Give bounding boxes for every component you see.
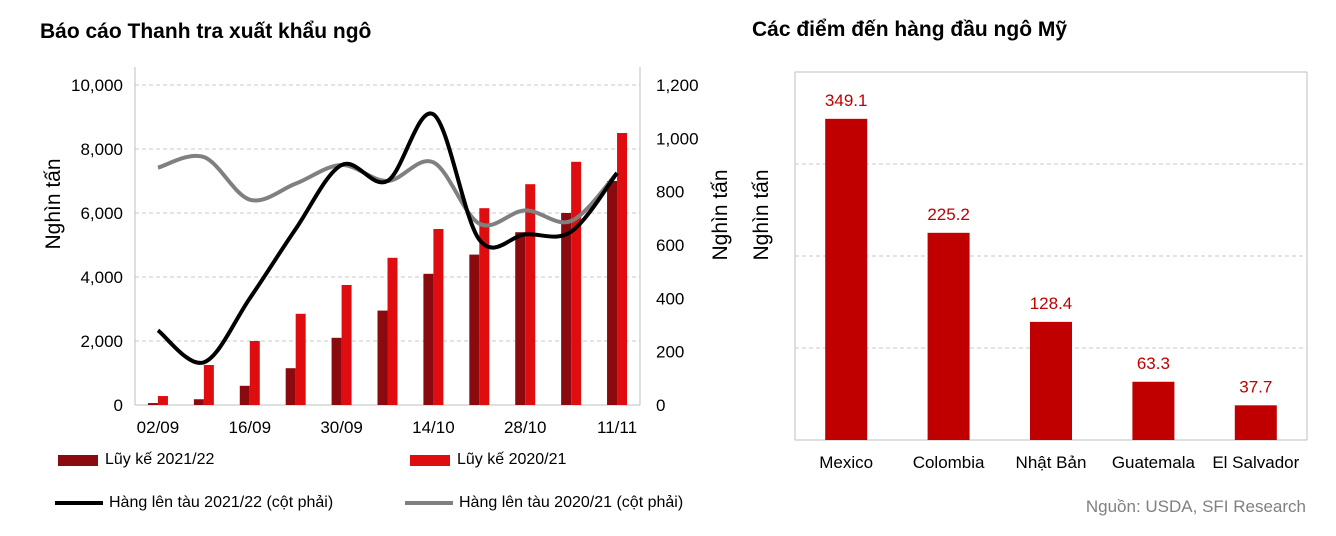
legend-shipment-2020: Hàng lên tàu 2020/21 (cột phải) [405, 494, 683, 512]
bar-cumulative-2021 [377, 310, 388, 405]
left-y-tick-label: 8,000 [80, 140, 123, 159]
left-x-tick-label: 11/11 [597, 418, 637, 437]
left-y-tick-label: 0 [114, 396, 123, 415]
right-x-tick-label: Nhật Bản [1016, 453, 1087, 472]
bar-value-label: 225.2 [927, 205, 970, 224]
left-y-tick-label: 10,000 [71, 76, 123, 95]
bar-cumulative-2020 [479, 208, 490, 405]
bar-cumulative-2020 [571, 161, 582, 405]
bar-cumulative-2020 [157, 396, 168, 405]
bar-cumulative-2020 [341, 285, 352, 405]
left-x-tick-label: 16/09 [228, 418, 271, 437]
bar-cumulative-2021 [239, 385, 250, 405]
left-x-tick-label: 28/10 [504, 418, 547, 437]
left-y-tick-label: 6,000 [80, 204, 123, 223]
legend-line-shipment-2020 [405, 501, 453, 505]
right-y-tick-label: 1,000 [656, 129, 699, 148]
bar-destination [825, 118, 868, 440]
bar-cumulative-2020 [295, 313, 306, 405]
right-x-tick-label: El Salvador [1212, 453, 1299, 472]
bar-cumulative-2021 [561, 213, 572, 405]
bar-destination [1132, 381, 1175, 440]
left-chart-title: Báo cáo Thanh tra xuất khẩu ngô [40, 20, 372, 43]
legend-cumulative-2020: Lũy kế 2020/21 [410, 451, 566, 469]
bar-cumulative-2021 [147, 403, 158, 405]
legend-line-shipment-2021 [55, 501, 103, 505]
right-y-axis-label: Nghìn tấn [709, 169, 732, 260]
left-y-axis-label: Nghìn tấn [42, 158, 65, 249]
bar-value-label: 63.3 [1137, 354, 1170, 373]
line-shipment-2020 [157, 153, 619, 228]
bar-destination [1234, 405, 1277, 440]
legend-label-cumulative-2021: Lũy kế 2021/22 [105, 451, 215, 468]
legend-label-cumulative-2020: Lũy kế 2020/21 [457, 451, 567, 468]
bar-cumulative-2020 [617, 133, 628, 405]
right-y-tick-label: 0 [656, 396, 665, 415]
bar-cumulative-2020 [203, 365, 214, 405]
bar-cumulative-2021 [331, 337, 342, 405]
bar-cumulative-2020 [387, 257, 398, 405]
bar-cumulative-2021 [193, 399, 204, 405]
right-x-tick-label: Colombia [913, 453, 985, 472]
bar-cumulative-2021 [285, 368, 296, 405]
legend-cumulative-2021: Lũy kế 2021/22 [58, 451, 214, 469]
right-x-tick-label: Mexico [819, 453, 873, 472]
left-x-tick-label: 30/09 [320, 418, 363, 437]
bar-destination [1030, 321, 1072, 440]
left-x-tick-label: 02/09 [137, 418, 180, 437]
left-y-tick-label: 4,000 [80, 268, 123, 287]
bar-cumulative-2020 [249, 341, 260, 405]
right-x-tick-label: Guatemala [1112, 453, 1196, 472]
right-chart-title: Các điểm đến hàng đầu ngô Mỹ [752, 18, 1068, 41]
bar-cumulative-2020 [433, 229, 444, 405]
left-y-tick-label: 2,000 [80, 332, 123, 351]
legend-swatch-cumulative-2021 [58, 454, 98, 466]
bar-cumulative-2020 [525, 184, 536, 405]
right-y-tick-label: 600 [656, 236, 684, 255]
right-y-tick-label: 200 [656, 343, 684, 362]
right-chart-y-axis-label: Nghìn tấn [750, 169, 773, 260]
bar-destination [927, 232, 970, 440]
line-shipment-2021 [156, 111, 619, 365]
right-y-tick-label: 1,200 [656, 76, 699, 95]
source-note: Nguồn: USDA, SFI Research [1085, 497, 1306, 516]
bar-cumulative-2021 [469, 254, 480, 405]
bar-cumulative-2021 [423, 273, 434, 405]
left-x-tick-label: 14/10 [412, 418, 455, 437]
legend-label-shipment-2021: Hàng lên tàu 2021/22 (cột phải) [109, 494, 334, 511]
legend-swatch-cumulative-2020 [410, 454, 450, 466]
bar-cumulative-2021 [515, 232, 526, 405]
bar-value-label: 128.4 [1030, 294, 1073, 313]
bar-cumulative-2021 [607, 181, 618, 405]
legend-label-shipment-2020: Hàng lên tàu 2020/21 (cột phải) [459, 494, 684, 511]
legend-shipment-2021: Hàng lên tàu 2021/22 (cột phải) [55, 494, 333, 512]
bar-value-label: 349.1 [825, 91, 868, 110]
bar-value-label: 37.7 [1239, 377, 1272, 396]
right-y-tick-label: 800 [656, 183, 684, 202]
right-y-tick-label: 400 [656, 289, 684, 308]
